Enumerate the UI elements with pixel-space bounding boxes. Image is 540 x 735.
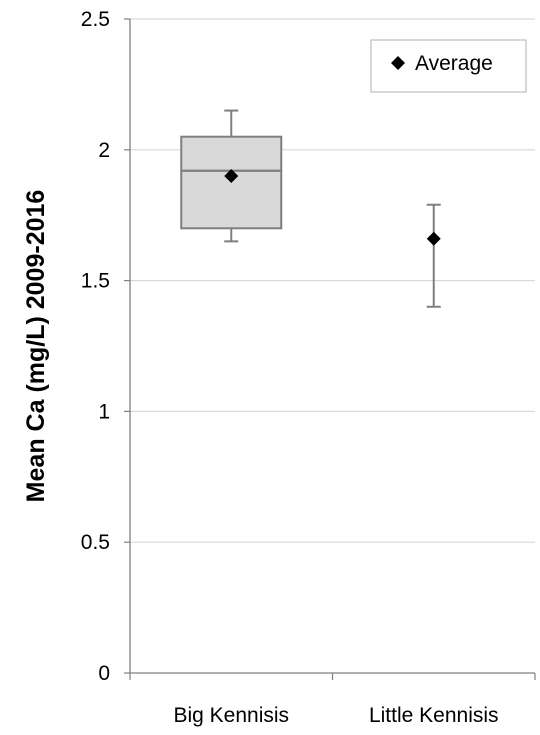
x-category-label: Little Kennisis [369, 704, 499, 727]
x-axis: Big Kennisis Little Kennisis [129, 672, 536, 727]
average-marker [426, 231, 441, 246]
legend: Average [370, 39, 527, 93]
y-tick-label: 2 [98, 139, 110, 162]
plot-marks [180, 109, 441, 308]
legend-label-average: Average [415, 52, 493, 75]
average-marker [224, 168, 239, 183]
gridlines [130, 18, 535, 543]
legend-marker-diamond-icon [391, 56, 405, 70]
y-tick-label: 0 [98, 662, 110, 685]
y-axis-label: Mean Ca (mg/L) 2009-2016 [22, 190, 50, 503]
y-tick-label: 2.5 [81, 8, 110, 31]
series-little-kennisis [426, 203, 441, 308]
y-tick-label: 0.5 [81, 531, 110, 554]
y-axis: 0 0.5 1 1.5 2 2.5 [81, 8, 131, 685]
x-category-label: Big Kennisis [173, 704, 289, 727]
series-big-kennisis [180, 109, 283, 243]
y-tick-label: 1 [98, 400, 110, 423]
y-tick-label: 1.5 [81, 270, 110, 293]
